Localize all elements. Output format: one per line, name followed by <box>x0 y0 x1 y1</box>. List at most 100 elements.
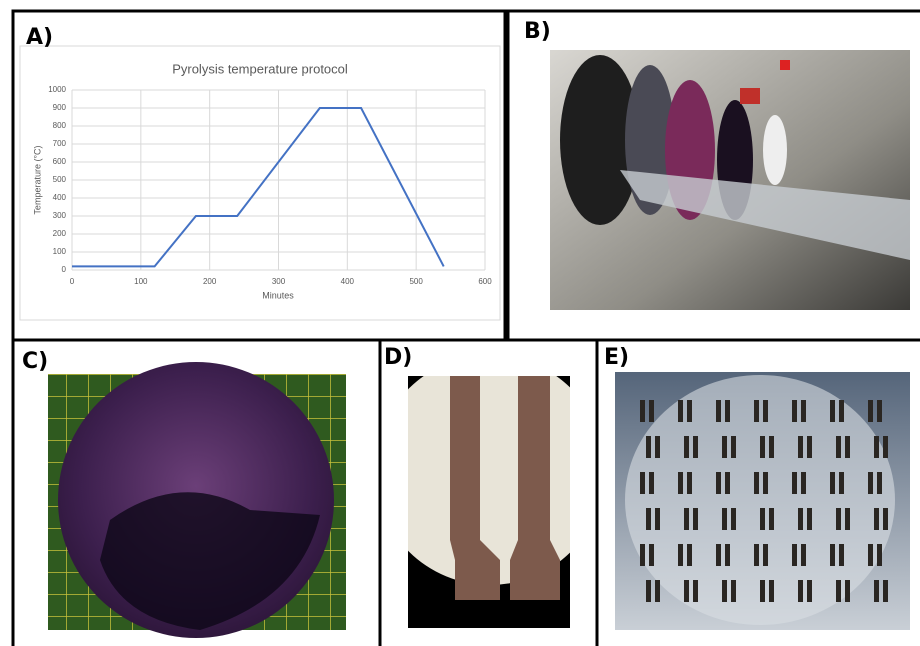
electrode <box>839 544 844 566</box>
electrode <box>640 400 645 422</box>
electrode <box>845 436 850 458</box>
electrode <box>830 472 835 494</box>
chart-title: Pyrolysis temperature protocol <box>172 61 348 76</box>
panel-label: A) <box>26 25 53 50</box>
y-tick-label: 100 <box>53 247 67 256</box>
electrode <box>868 472 873 494</box>
x-tick-label: 200 <box>203 277 217 286</box>
electrode <box>731 580 736 602</box>
electrode <box>754 472 759 494</box>
electrode <box>839 400 844 422</box>
electrode <box>640 472 645 494</box>
electrode <box>874 580 879 602</box>
electrode <box>769 436 774 458</box>
electrode <box>725 544 730 566</box>
electrode <box>687 400 692 422</box>
y-tick-label: 600 <box>53 157 67 166</box>
electrode <box>760 436 765 458</box>
electrode <box>763 472 768 494</box>
electrode <box>655 508 660 530</box>
electrode <box>807 436 812 458</box>
y-axis-label: Temperature (°C) <box>32 145 42 214</box>
electrode <box>877 544 882 566</box>
figure-canvas: A) B) C) D) E) Pyrolysis temperature pro… <box>0 0 920 646</box>
electrode <box>731 508 736 530</box>
electrode <box>801 472 806 494</box>
x-tick-label: 600 <box>478 277 492 286</box>
electrode <box>792 544 797 566</box>
x-tick-label: 0 <box>70 277 75 286</box>
electrode <box>836 436 841 458</box>
electrode <box>655 436 660 458</box>
electrode <box>649 472 654 494</box>
electrode <box>725 472 730 494</box>
electrode <box>687 472 692 494</box>
electrode <box>646 508 651 530</box>
electrode <box>874 436 879 458</box>
electrode <box>722 508 727 530</box>
electrode <box>649 544 654 566</box>
photo-furnace <box>550 50 910 310</box>
electrode <box>830 400 835 422</box>
x-tick-label: 500 <box>409 277 423 286</box>
electrode <box>716 544 721 566</box>
electrode <box>798 508 803 530</box>
electrode <box>801 544 806 566</box>
electrode <box>693 508 698 530</box>
y-tick-label: 800 <box>53 121 67 130</box>
electrode <box>754 544 759 566</box>
electrode <box>754 400 759 422</box>
electrode <box>874 508 879 530</box>
electrode <box>807 508 812 530</box>
electrode <box>868 544 873 566</box>
photo-electrodes <box>615 372 910 630</box>
electrode <box>836 508 841 530</box>
electrode <box>839 472 844 494</box>
y-tick-label: 200 <box>53 229 67 238</box>
electrode <box>722 436 727 458</box>
electrode <box>655 580 660 602</box>
electrode <box>684 580 689 602</box>
electrode <box>807 580 812 602</box>
electrode <box>769 508 774 530</box>
electrode <box>798 580 803 602</box>
electrode <box>769 580 774 602</box>
electrode <box>845 580 850 602</box>
x-axis-label: Minutes <box>262 290 294 300</box>
electrode <box>646 580 651 602</box>
electrode <box>792 400 797 422</box>
electrode <box>883 508 888 530</box>
y-tick-label: 700 <box>53 139 67 148</box>
x-tick-label: 100 <box>134 277 148 286</box>
electrode <box>722 580 727 602</box>
photo-wafer <box>48 362 346 638</box>
electrode <box>763 544 768 566</box>
electrode <box>684 436 689 458</box>
electrode <box>798 436 803 458</box>
figure: A) B) C) D) E) Pyrolysis temperature pro… <box>0 0 920 646</box>
chart-frame <box>20 46 500 320</box>
electrode <box>693 436 698 458</box>
electrode <box>845 508 850 530</box>
electrode <box>678 400 683 422</box>
electrode <box>763 400 768 422</box>
electrode <box>640 544 645 566</box>
electrode <box>877 400 882 422</box>
electrode <box>716 400 721 422</box>
y-tick-label: 500 <box>53 175 67 184</box>
electrode <box>883 580 888 602</box>
panel-label: E) <box>604 345 629 370</box>
electrode <box>687 544 692 566</box>
electrode <box>646 436 651 458</box>
panel-label: D) <box>384 345 412 370</box>
electrode <box>678 472 683 494</box>
electrode <box>792 472 797 494</box>
electrode <box>877 472 882 494</box>
y-tick-label: 0 <box>62 265 67 274</box>
electrode <box>731 436 736 458</box>
electrode <box>801 400 806 422</box>
x-tick-label: 400 <box>341 277 355 286</box>
y-tick-label: 300 <box>53 211 67 220</box>
y-tick-label: 900 <box>53 103 67 112</box>
electrode <box>716 472 721 494</box>
